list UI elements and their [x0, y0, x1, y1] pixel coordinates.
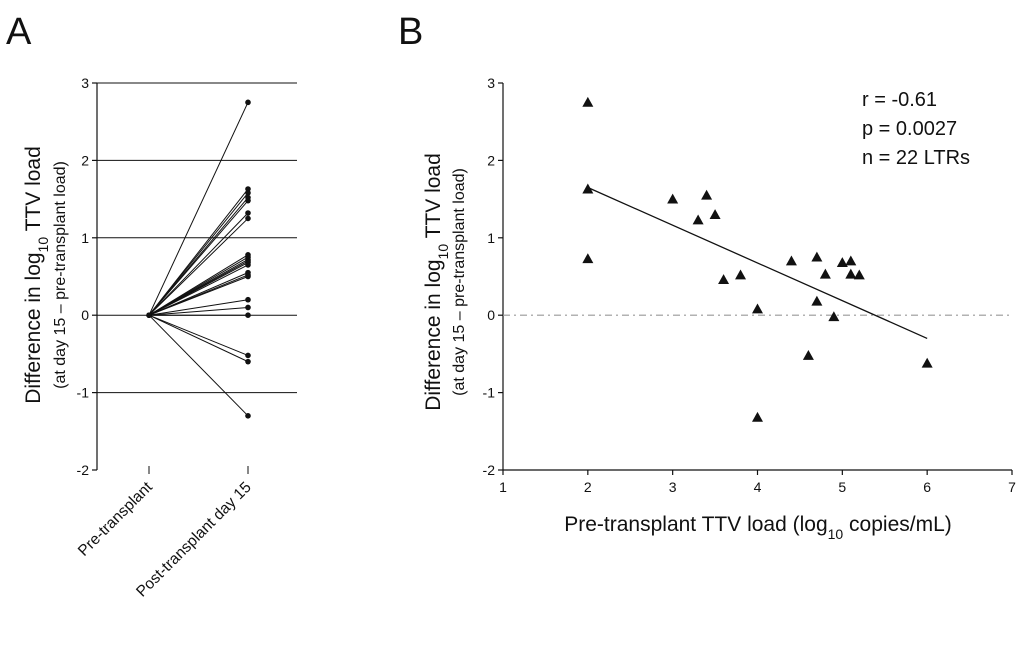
- panel-b-annotations: r = -0.61 p = 0.0027 n = 22 LTRs: [862, 89, 970, 169]
- panel-a-y-axis-label: Difference in log10 TTV load: [22, 146, 51, 404]
- panel-a-end-point: [245, 210, 251, 216]
- panel-b-y-tick-label: 3: [487, 75, 495, 91]
- panel-b-x-tick-label: 2: [584, 479, 592, 495]
- panel-b-x-ticks: 1 2 3 4 5 6 7: [499, 470, 1016, 495]
- panel-b-data-point: [811, 252, 822, 262]
- panel-a-y-tick-label: 2: [81, 152, 89, 168]
- panel-b-x-tick-label: 3: [669, 479, 677, 495]
- panel-b-data-point: [735, 269, 746, 279]
- panel-b-data-point: [811, 296, 822, 306]
- panel-a-end-point: [245, 413, 251, 419]
- panel-b-data-point: [786, 256, 797, 266]
- panel-b: B -2 -1 0 1 2 3 1 2 3 4 5 6 7 r = -0.61 p = 0.0027 n …: [398, 11, 1016, 542]
- panel-a-end-point: [245, 216, 251, 222]
- panel-b-data-point: [837, 257, 848, 267]
- panel-b-x-axis-label: Pre-transplant TTV load (log10 copies/mL…: [564, 513, 952, 542]
- panel-b-data-point: [582, 253, 593, 263]
- panel-b-data-point: [845, 269, 856, 279]
- panel-b-points: [582, 97, 932, 422]
- panel-b-x-tick-label: 1: [499, 479, 507, 495]
- panel-a-letter: A: [6, 11, 32, 53]
- panel-a-lines: [146, 100, 250, 419]
- panel-b-y-tick-label: -1: [483, 385, 496, 401]
- panel-a-end-point: [245, 262, 251, 268]
- panel-b-x-tick-label: 6: [923, 479, 931, 495]
- panel-b-y-tick-label: 1: [487, 230, 495, 246]
- panel-b-x-tick-label: 4: [754, 479, 762, 495]
- panel-b-data-point: [710, 209, 721, 219]
- panel-b-data-point: [718, 274, 729, 284]
- panel-a-subject-line: [149, 102, 248, 315]
- panel-b-letter: B: [398, 11, 423, 53]
- panel-b-data-point: [854, 269, 865, 279]
- panel-a-end-point: [245, 100, 251, 106]
- panel-b-y-ticks: -2 -1 0 1 2 3: [483, 75, 503, 478]
- panel-b-x-tick-label: 5: [838, 479, 846, 495]
- panel-b-data-point: [752, 304, 763, 314]
- panel-b-data-point: [693, 214, 704, 224]
- panel-b-y-tick-label: -2: [483, 462, 496, 478]
- panel-b-stat-annotation: p = 0.0027: [862, 118, 957, 140]
- panel-b-data-point: [752, 412, 763, 422]
- panel-a-subject-line: [149, 315, 248, 416]
- panel-a-y-tick-label: 0: [81, 307, 89, 323]
- panel-a-subject-line: [149, 315, 248, 361]
- panel-b-y-tick-label: 0: [487, 307, 495, 323]
- panel-a-end-point: [245, 274, 251, 280]
- panel-b-data-point: [820, 269, 831, 279]
- panel-b-stat-annotation: r = -0.61: [862, 89, 937, 111]
- panel-a-y-axis-label-second: (at day 15 – pre-transplant load): [52, 161, 69, 389]
- panel-a-y-ticks: -2 -1 0 1 2 3: [77, 75, 97, 478]
- panel-b-data-point: [828, 311, 839, 321]
- panel-b-regression-line: [588, 187, 927, 338]
- panel-b-data-point: [845, 256, 856, 266]
- panel-b-y-tick-label: 2: [487, 152, 495, 168]
- panel-b-y-axis-label-second: (at day 15 – pre-transplant load): [451, 168, 468, 396]
- panel-b-data-point: [701, 190, 712, 200]
- panel-b-data-point: [582, 184, 593, 194]
- panel-a-end-point: [245, 297, 251, 303]
- panel-b-data-point: [667, 194, 678, 204]
- panel-a-category-label: Post-transplant day 15: [133, 479, 255, 601]
- panel-a-end-point: [245, 312, 251, 318]
- panel-b-regression: [588, 187, 927, 338]
- panel-b-x-tick-label: 7: [1008, 479, 1016, 495]
- panel-a: A -2 -1 0 1 2 3 Pre-transplantPost-transplant…: [6, 11, 297, 600]
- panel-a-end-point: [245, 305, 251, 311]
- panel-b-data-point: [803, 350, 814, 360]
- panel-b-data-point: [922, 358, 933, 368]
- panel-b-data-point: [582, 97, 593, 107]
- panel-b-stat-annotation: n = 22 LTRs: [862, 147, 970, 169]
- panel-a-end-point: [245, 198, 251, 204]
- panel-a-subject-line: [149, 218, 248, 315]
- panel-a-y-tick-label: 3: [81, 75, 89, 91]
- panel-a-subject-line: [149, 315, 248, 355]
- panel-a-end-point: [245, 359, 251, 365]
- panel-a-gridlines: [97, 83, 297, 470]
- panel-b-y-axis-label: Difference in log10 TTV load: [422, 153, 451, 411]
- panel-a-end-point: [245, 353, 251, 359]
- panel-a-y-tick-label: -1: [77, 385, 90, 401]
- panel-a-start-point: [146, 313, 151, 318]
- panel-a-y-tick-label: 1: [81, 230, 89, 246]
- panel-a-category-label: Pre-transplant: [75, 478, 156, 559]
- panel-a-subject-line: [149, 201, 248, 316]
- panel-a-y-tick-label: -2: [77, 462, 90, 478]
